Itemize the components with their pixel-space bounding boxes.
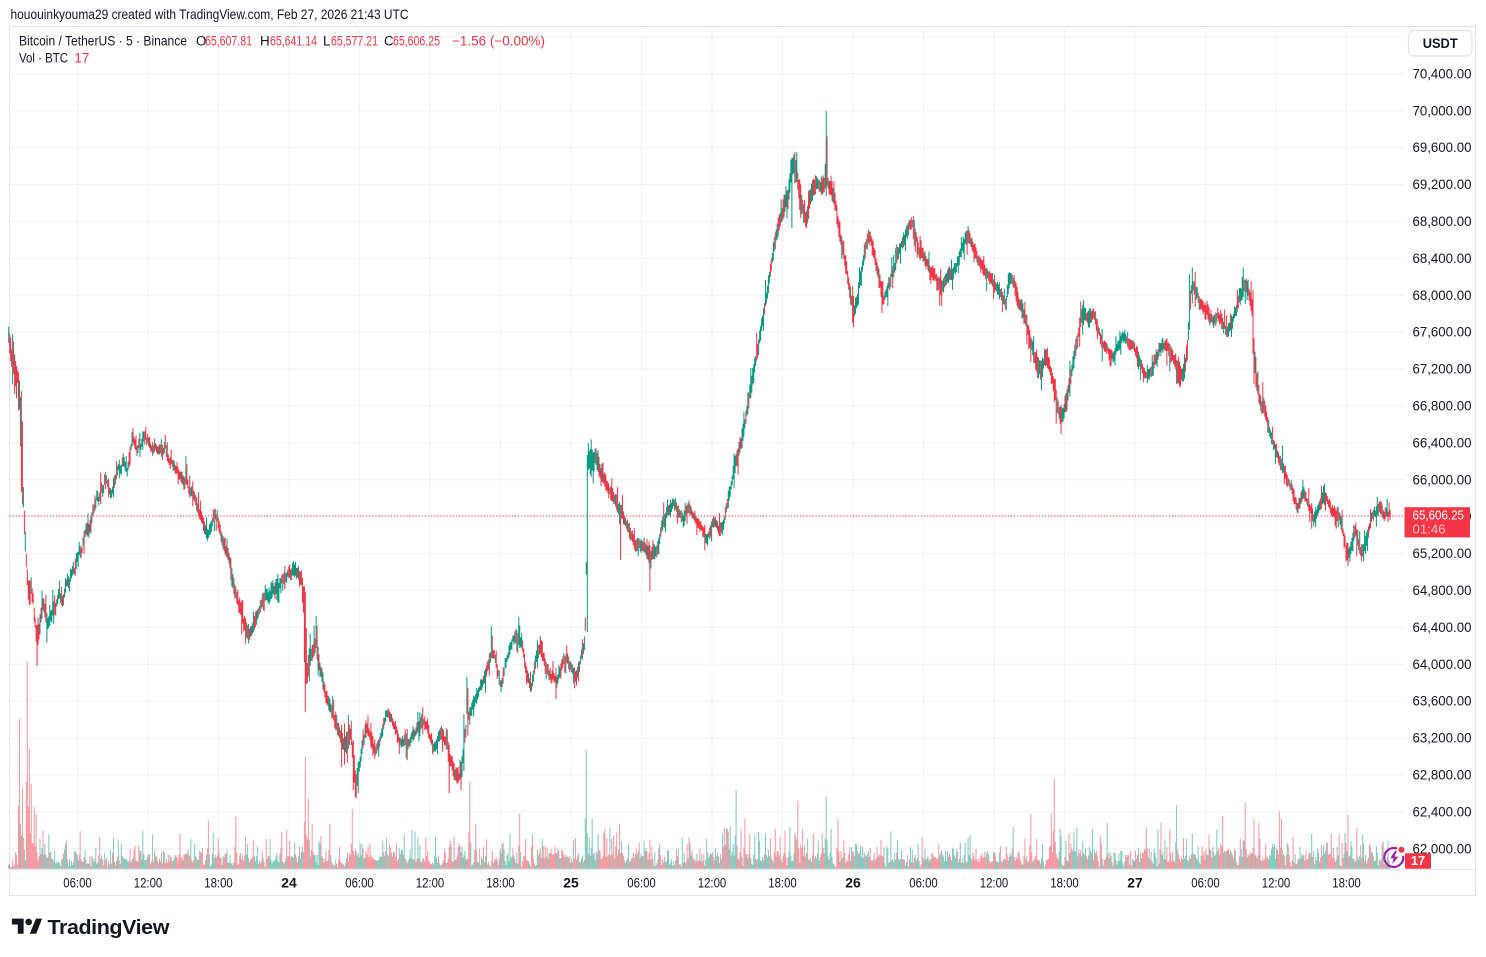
svg-text:24: 24 [281, 875, 297, 890]
svg-text:Bitcoin / TetherUS · 5 · Binan: Bitcoin / TetherUS · 5 · Binance [19, 34, 187, 49]
svg-text:70,400.00: 70,400.00 [1413, 66, 1472, 81]
svg-text:USDT: USDT [1423, 36, 1459, 51]
svg-text:64,000.00: 64,000.00 [1413, 657, 1472, 672]
svg-text:26: 26 [845, 875, 861, 890]
svg-text:65,606.25: 65,606.25 [393, 34, 440, 49]
svg-text:66,000.00: 66,000.00 [1413, 472, 1472, 487]
svg-text:18:00: 18:00 [768, 875, 797, 890]
svg-text:68,800.00: 68,800.00 [1413, 214, 1472, 229]
svg-text:68,000.00: 68,000.00 [1413, 288, 1472, 303]
svg-text:65,200.00: 65,200.00 [1413, 546, 1472, 561]
svg-text:66,800.00: 66,800.00 [1413, 399, 1472, 414]
svg-text:01:46: 01:46 [1413, 522, 1446, 537]
svg-text:12:00: 12:00 [698, 875, 727, 890]
svg-text:68,400.00: 68,400.00 [1413, 251, 1472, 266]
svg-text:12:00: 12:00 [134, 875, 163, 890]
svg-text:66,400.00: 66,400.00 [1413, 435, 1472, 450]
svg-text:hououinkyouma29 created with T: hououinkyouma29 created with TradingView… [11, 7, 409, 22]
svg-text:27: 27 [1127, 875, 1143, 890]
svg-text:18:00: 18:00 [1050, 875, 1079, 890]
svg-text:67,600.00: 67,600.00 [1413, 325, 1472, 340]
svg-text:O: O [196, 34, 206, 49]
svg-text:18:00: 18:00 [204, 875, 233, 890]
svg-text:06:00: 06:00 [63, 875, 92, 890]
svg-text:06:00: 06:00 [627, 875, 656, 890]
svg-text:65,606.25: 65,606.25 [1413, 507, 1465, 522]
svg-text:06:00: 06:00 [909, 875, 938, 890]
svg-text:65,607.81: 65,607.81 [205, 34, 252, 49]
svg-text:12:00: 12:00 [416, 875, 445, 890]
svg-text:65,641.14: 65,641.14 [270, 34, 317, 49]
svg-text:17: 17 [74, 50, 89, 65]
svg-text:12:00: 12:00 [980, 875, 1009, 890]
svg-text:69,600.00: 69,600.00 [1413, 140, 1472, 155]
svg-text:06:00: 06:00 [1191, 875, 1220, 890]
svg-text:62,400.00: 62,400.00 [1413, 804, 1472, 819]
svg-text:06:00: 06:00 [345, 875, 374, 890]
svg-text:62,000.00: 62,000.00 [1413, 841, 1472, 856]
svg-text:17: 17 [1411, 853, 1425, 868]
svg-text:18:00: 18:00 [1332, 875, 1361, 890]
svg-text:63,600.00: 63,600.00 [1413, 694, 1472, 709]
svg-text:TradingView: TradingView [48, 916, 170, 939]
svg-text:25: 25 [563, 875, 579, 890]
svg-text:C: C [384, 34, 394, 49]
svg-text:L: L [323, 34, 330, 49]
svg-text:Vol · BTC: Vol · BTC [19, 50, 68, 65]
svg-text:64,400.00: 64,400.00 [1413, 620, 1472, 635]
svg-text:69,200.00: 69,200.00 [1413, 177, 1472, 192]
svg-text:18:00: 18:00 [486, 875, 515, 890]
svg-text:62,800.00: 62,800.00 [1413, 768, 1472, 783]
svg-text:12:00: 12:00 [1262, 875, 1291, 890]
svg-text:63,200.00: 63,200.00 [1413, 731, 1472, 746]
svg-text:70,000.00: 70,000.00 [1413, 103, 1472, 118]
svg-text:64,800.00: 64,800.00 [1413, 583, 1472, 598]
svg-text:67,200.00: 67,200.00 [1413, 362, 1472, 377]
svg-text:65,577.21: 65,577.21 [331, 34, 378, 49]
svg-text:H: H [260, 34, 270, 49]
svg-text:−1.56 (−0.00%): −1.56 (−0.00%) [452, 34, 545, 49]
